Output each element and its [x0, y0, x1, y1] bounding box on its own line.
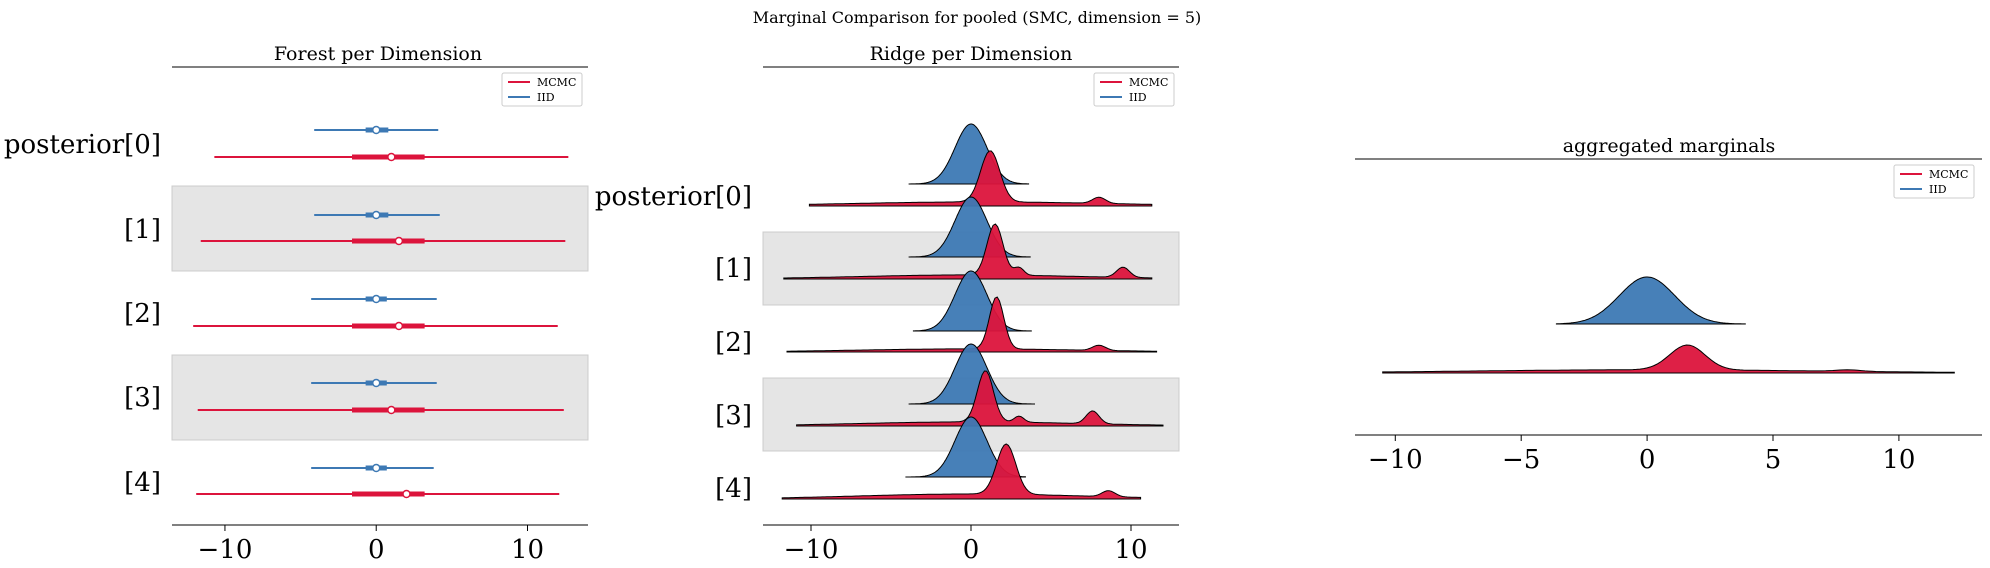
forest-x-ticks: −10 0 10 — [198, 525, 544, 565]
forest-x-tick-label: 10 — [511, 535, 544, 565]
ridge-row-label-0: posterior[0] — [595, 182, 752, 212]
forest-median-iid — [371, 378, 381, 388]
ridge-x-tick-label: 10 — [1114, 535, 1147, 565]
ridge-row-label-2: [2] — [715, 328, 752, 358]
ridge-density-iid — [908, 196, 1031, 258]
forest-panel: Forest per Dimension posterior[0] [1] [2… — [4, 43, 589, 565]
forest-median-mcmc — [387, 152, 396, 162]
ridge-density-mcmc — [796, 370, 1164, 427]
aggregated-density-mcmc — [1382, 344, 1955, 374]
ridge-x-ticks: −10 0 10 — [784, 525, 1148, 565]
ridge-density-iid — [912, 270, 1032, 332]
forest-median-mcmc — [394, 321, 404, 331]
forest-legend: MCMC IID — [501, 72, 583, 107]
ridge-legend-label-mcmc: MCMC — [1129, 76, 1168, 89]
forest-row-label-2: [2] — [124, 299, 161, 329]
ridge-panel: Ridge per Dimension posterior[0] [1] [2]… — [595, 43, 1180, 565]
aggregated-x-ticks: −10 −5 0 5 10 — [1368, 435, 1915, 475]
forest-row-label-4: [4] — [124, 468, 161, 498]
forest-row-label-3: [3] — [124, 383, 161, 413]
ridge-density-iid — [908, 123, 1030, 185]
ridge-density-mcmc — [808, 150, 1153, 207]
ridge-density-mcmc — [781, 443, 1142, 500]
forest-row-label-0: posterior[0] — [4, 130, 161, 160]
figure-suptitle: Marginal Comparison for pooled (SMC, dim… — [753, 8, 1202, 27]
aggregated-marks — [1382, 276, 1955, 374]
aggregated-x-tick-label: −5 — [1502, 445, 1540, 475]
forest-legend-label-iid: IID — [537, 91, 555, 104]
forest-x-tick-label: −10 — [198, 535, 253, 565]
forest-legend-label-mcmc: MCMC — [537, 76, 576, 89]
aggregated-x-tick-label: 5 — [1765, 445, 1782, 475]
forest-median-iid — [371, 210, 381, 220]
forest-band-row-3 — [171, 354, 589, 441]
forest-band-row-1 — [171, 185, 589, 272]
aggregated-x-tick-label: 10 — [1882, 445, 1915, 475]
aggregated-x-tick-label: 0 — [1639, 445, 1656, 475]
aggregated-legend-label-mcmc: MCMC — [1929, 168, 1968, 181]
ridge-row-label-1: [1] — [715, 254, 752, 284]
forest-median-iid — [371, 463, 381, 473]
ridge-legend: MCMC IID — [1093, 72, 1175, 107]
ridge-x-tick-label: 0 — [963, 535, 980, 565]
aggregated-legend: MCMC IID — [1893, 164, 1975, 199]
forest-median-mcmc — [394, 236, 404, 246]
forest-title: Forest per Dimension — [274, 43, 482, 65]
forest-median-iid — [371, 294, 381, 304]
ridge-marks — [781, 123, 1164, 500]
forest-median-iid — [371, 125, 381, 135]
forest-marks — [193, 125, 569, 499]
aggregated-x-tick-label: −10 — [1368, 445, 1423, 475]
aggregated-panel: aggregated marginals −10 −5 0 5 10 MCMC IID — [1355, 135, 1982, 475]
ridge-legend-label-iid: IID — [1129, 91, 1147, 104]
ridge-row-label-3: [3] — [715, 401, 752, 431]
forest-median-mcmc — [387, 405, 396, 415]
forest-median-mcmc — [402, 489, 411, 499]
aggregated-title: aggregated marginals — [1563, 135, 1776, 157]
ridge-title: Ridge per Dimension — [870, 43, 1073, 65]
ridge-row-label-4: [4] — [715, 474, 752, 504]
aggregated-density-iid — [1555, 276, 1746, 325]
ridge-x-tick-label: −10 — [784, 535, 839, 565]
forest-row-label-1: [1] — [124, 215, 161, 245]
ridge-density-iid — [908, 343, 1035, 405]
forest-x-tick-label: 0 — [368, 535, 385, 565]
aggregated-legend-label-iid: IID — [1929, 183, 1947, 196]
